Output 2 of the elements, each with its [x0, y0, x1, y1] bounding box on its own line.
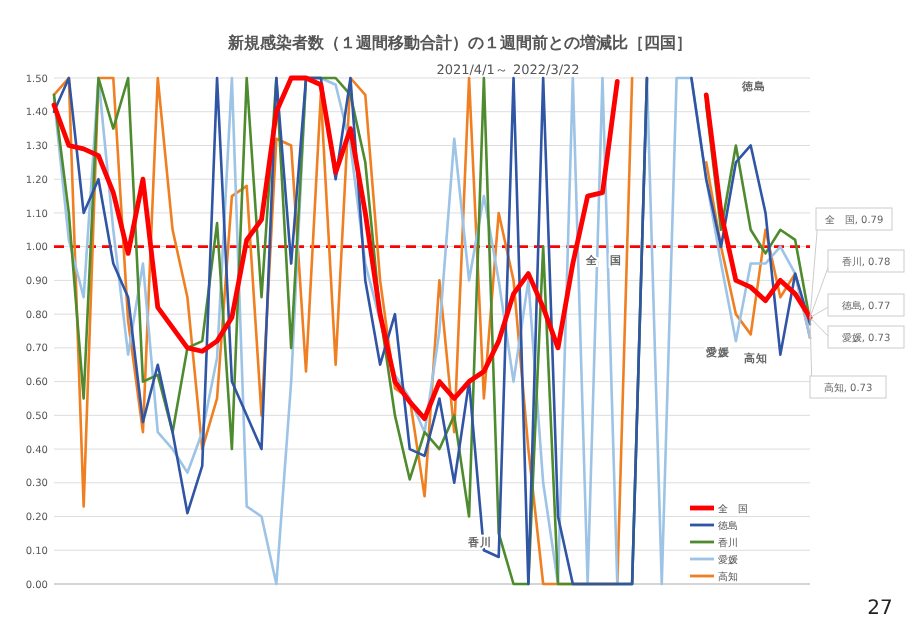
chart-title: 新規感染者数（１週間移動合計）の１週間前との増減比［四国］ [226, 32, 692, 52]
text: 27 [867, 598, 893, 620]
